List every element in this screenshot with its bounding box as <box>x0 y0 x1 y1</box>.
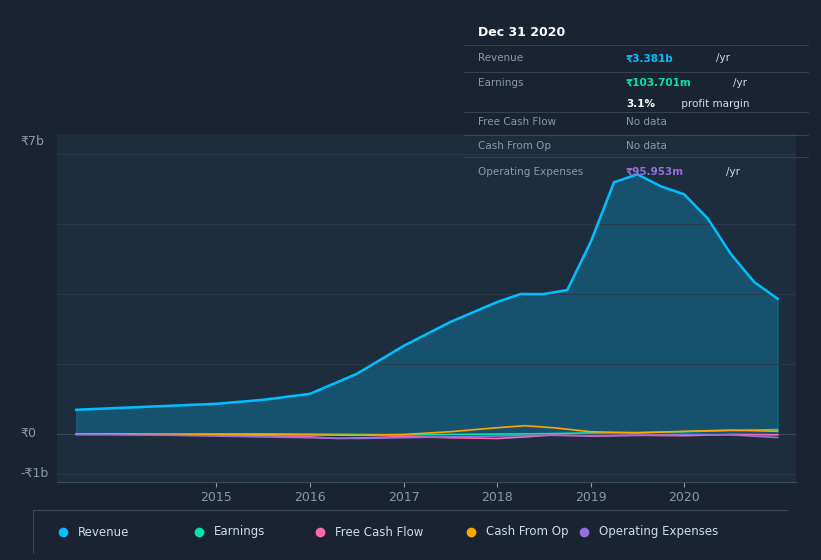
Text: ₹7b: ₹7b <box>21 134 44 147</box>
Text: /yr: /yr <box>716 53 730 63</box>
Text: ₹3.381b: ₹3.381b <box>626 53 674 63</box>
Text: 3.1%: 3.1% <box>626 99 655 109</box>
Text: Free Cash Flow: Free Cash Flow <box>335 525 424 539</box>
Text: /yr: /yr <box>726 167 740 178</box>
Text: /yr: /yr <box>733 78 747 88</box>
Text: Revenue: Revenue <box>78 525 130 539</box>
Text: Earnings: Earnings <box>214 525 265 539</box>
Text: Free Cash Flow: Free Cash Flow <box>478 118 556 128</box>
Text: Operating Expenses: Operating Expenses <box>478 167 583 178</box>
Text: -₹1b: -₹1b <box>21 467 48 480</box>
Text: Cash From Op: Cash From Op <box>478 141 551 151</box>
Text: Cash From Op: Cash From Op <box>486 525 568 539</box>
Text: No data: No data <box>626 118 667 128</box>
Text: No data: No data <box>626 141 667 151</box>
Text: ₹0: ₹0 <box>21 427 36 440</box>
Text: profit margin: profit margin <box>677 99 749 109</box>
Text: ₹95.953m: ₹95.953m <box>626 167 684 178</box>
Text: ₹103.701m: ₹103.701m <box>626 78 691 88</box>
Text: Revenue: Revenue <box>478 53 523 63</box>
Text: Operating Expenses: Operating Expenses <box>599 525 718 539</box>
Text: Earnings: Earnings <box>478 78 523 88</box>
Text: Dec 31 2020: Dec 31 2020 <box>478 26 565 39</box>
